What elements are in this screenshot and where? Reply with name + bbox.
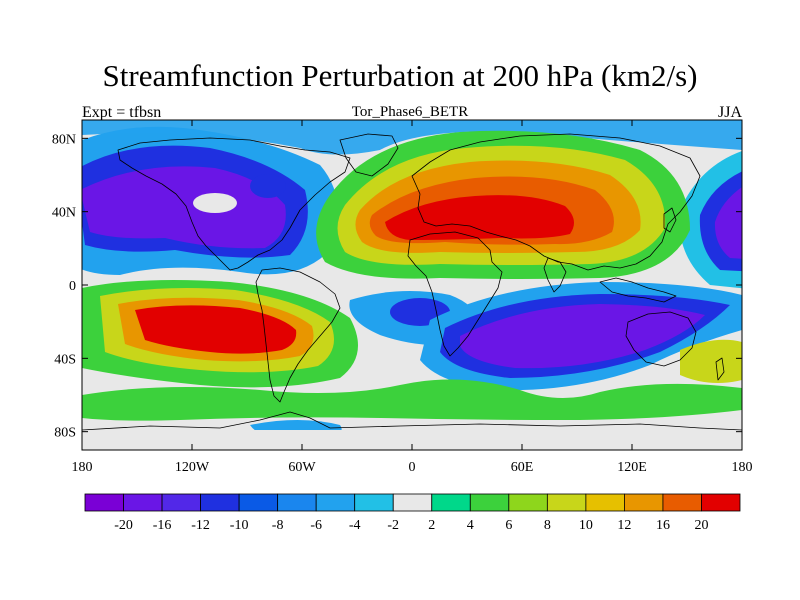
colorbar-label-7: -2	[387, 518, 399, 533]
west-pacific-negative-anomaly	[679, 151, 742, 289]
season-label: JJA	[717, 104, 742, 121]
lat-tick-label-80n: 80N	[52, 132, 76, 147]
southern-positive-band	[82, 379, 742, 421]
lon-tick-label-180-6: 180	[732, 460, 753, 475]
colorbar-label-12: 10	[579, 518, 593, 533]
lon-tick-label-60w-2: 60W	[288, 460, 316, 475]
colorbar-box-1	[123, 493, 163, 512]
colorbar-label-4: -8	[272, 518, 284, 533]
north-america-coastline	[117, 137, 351, 271]
colorbar-box-0	[84, 493, 124, 512]
case-label: Tor_Phase6_BETR	[351, 104, 469, 120]
colorbar-box-7	[354, 493, 394, 512]
antarctica-coastline	[82, 411, 742, 431]
colorbar-box-12	[546, 493, 587, 512]
colorbar-label-15: 20	[694, 518, 708, 533]
colorbar: -20 -16 -12 -10 -8 -6 -4 -2 2 4 6 8 10 12 16 20	[84, 493, 741, 533]
maritime-continent-coastline	[599, 277, 677, 303]
colorbar-box-16	[701, 493, 741, 512]
colorbar-box-8	[392, 493, 433, 512]
india-coastline	[543, 257, 567, 293]
indian-ocean-negative-anomaly	[420, 282, 742, 391]
colorbar-box-10	[469, 493, 510, 512]
colorbar-label-5: -6	[310, 518, 322, 533]
experiment-label: Expt = tfbsn	[82, 104, 162, 121]
colorbar-label-11: 8	[544, 518, 551, 533]
colorbar-label-8: 2	[428, 518, 435, 533]
colorbar-box-14	[624, 493, 664, 512]
colorbar-label-14: 16	[656, 518, 670, 533]
north-pacific-negative-anomaly	[82, 126, 338, 275]
colorbar-label-1: -16	[153, 518, 172, 533]
lon-tick-label-0-3: 0	[409, 460, 416, 475]
eurasia-positive-anomaly	[316, 130, 690, 279]
southwest-pacific-positive-anomaly	[680, 339, 742, 384]
colorbar-box-5	[277, 493, 317, 512]
australia-coastline	[625, 311, 697, 367]
lat-tick-label-40s: 40S	[54, 352, 76, 367]
south-america-coastline	[255, 267, 341, 403]
colorbar-label-6: -4	[349, 518, 361, 533]
greenland-coastline	[339, 133, 399, 177]
colorbar-label-9: 4	[467, 518, 474, 533]
colorbar-box-15	[662, 493, 702, 512]
colorbar-box-9	[431, 493, 471, 512]
eurasia-coastline	[411, 133, 701, 271]
plot-title: Streamfunction Perturbation at 200 hPa (…	[102, 58, 698, 93]
lat-tick-label-80s: 80S	[54, 426, 76, 441]
colorbar-label-10: 6	[505, 518, 512, 533]
africa-coastline	[407, 231, 503, 357]
japan-coastline	[663, 207, 677, 233]
colorbar-label-13: 12	[617, 518, 631, 533]
colorbar-box-4	[238, 493, 279, 512]
lon-tick-label-180-0: 180	[72, 460, 93, 475]
colorbar-label-3: -10	[230, 518, 249, 533]
lon-tick-label-60e-4: 60E	[511, 460, 534, 475]
colorbar-label-0: -20	[114, 518, 133, 533]
colorbar-box-6	[315, 493, 356, 512]
coastlines	[82, 133, 742, 431]
colorbar-label-2: -12	[191, 518, 210, 533]
map-ticks: 80N 40N 0 40S 80S 180 120W 60W 0 60E 120E 180	[52, 120, 753, 475]
colorbar-box-11	[508, 493, 548, 512]
arctic-negative-band	[82, 120, 742, 155]
colorbar-box-2	[161, 493, 201, 512]
lon-tick-label-120w-1: 120W	[175, 460, 210, 475]
colorbar-box-13	[585, 493, 625, 512]
south-pacific-positive-anomaly	[82, 280, 358, 388]
southeast-pacific-positive-band	[82, 430, 742, 450]
lat-tick-label-40n: 40N	[52, 206, 76, 221]
lat-tick-label-0: 0	[69, 279, 76, 294]
new-zealand-coastline	[715, 357, 725, 381]
lon-tick-label-120e-5: 120E	[617, 460, 647, 475]
colorbar-box-3	[200, 493, 240, 512]
